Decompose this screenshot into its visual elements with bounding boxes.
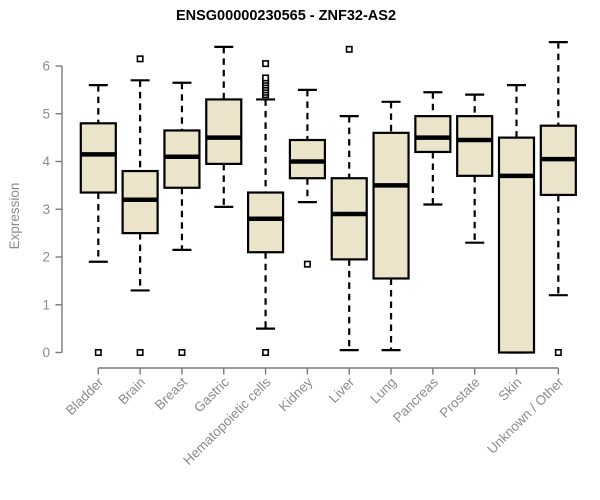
y-axis-label: Expression — [7, 183, 22, 250]
x-tick-label: Skin — [495, 375, 524, 404]
iqr-box — [288, 138, 326, 180]
x-tick-label: Liver — [326, 374, 358, 406]
iqr-box — [246, 191, 285, 254]
outlier-point — [303, 260, 311, 268]
x-tick-label: Bladder — [63, 374, 107, 418]
iqr-box — [163, 129, 201, 189]
x-tick-label: Brain — [115, 375, 148, 408]
box-gastric — [205, 45, 243, 208]
box-hematopoietic-cells — [246, 60, 285, 356]
iqr-box — [330, 177, 368, 261]
y-tick-label: 4 — [42, 154, 50, 169]
iqr-box — [205, 98, 243, 165]
outlier-point — [554, 348, 562, 356]
x-tick-label: Lung — [367, 375, 399, 407]
y-tick-label: 6 — [42, 59, 50, 74]
box-liver — [330, 45, 368, 352]
box-breast — [163, 81, 201, 356]
x-tick-label: Gastric — [191, 374, 232, 415]
y-tick-label: 1 — [42, 297, 50, 312]
box-lung — [372, 100, 410, 352]
box-kidney — [288, 88, 326, 268]
iqr-box — [497, 136, 536, 354]
y-tick-label: 3 — [42, 202, 50, 217]
outlier-point — [345, 45, 353, 53]
x-tick-label: Kidney — [276, 374, 316, 414]
box-skin — [497, 83, 536, 354]
iqr-box — [372, 131, 410, 280]
x-tick-label: Breast — [152, 374, 190, 412]
outlier-point — [136, 55, 144, 63]
iqr-box — [456, 115, 494, 177]
chart-title: ENSG00000230565 - ZNF32-AS2 — [176, 8, 396, 24]
box-brain — [121, 55, 159, 356]
iqr-box — [414, 115, 452, 154]
x-tick-label: Pancreas — [390, 374, 441, 425]
iqr-box — [121, 169, 159, 235]
outlier-point — [178, 348, 186, 356]
box-pancreas — [414, 91, 452, 206]
y-tick-label: 0 — [42, 345, 50, 360]
box-unknown-other — [539, 41, 577, 356]
outlier-point — [94, 348, 102, 356]
outlier-point — [262, 74, 270, 82]
outlier-point — [262, 60, 270, 68]
outlier-point — [262, 348, 270, 356]
x-tick-label: Unknown / Other — [484, 374, 567, 457]
box-bladder — [79, 83, 117, 356]
box-prostate — [456, 93, 494, 244]
y-tick-label: 2 — [42, 250, 50, 265]
x-tick-label: Prostate — [437, 375, 483, 421]
boxes-layer — [79, 41, 577, 356]
y-tick-label: 5 — [42, 106, 50, 121]
outlier-point — [136, 348, 144, 356]
iqr-box — [79, 122, 117, 194]
